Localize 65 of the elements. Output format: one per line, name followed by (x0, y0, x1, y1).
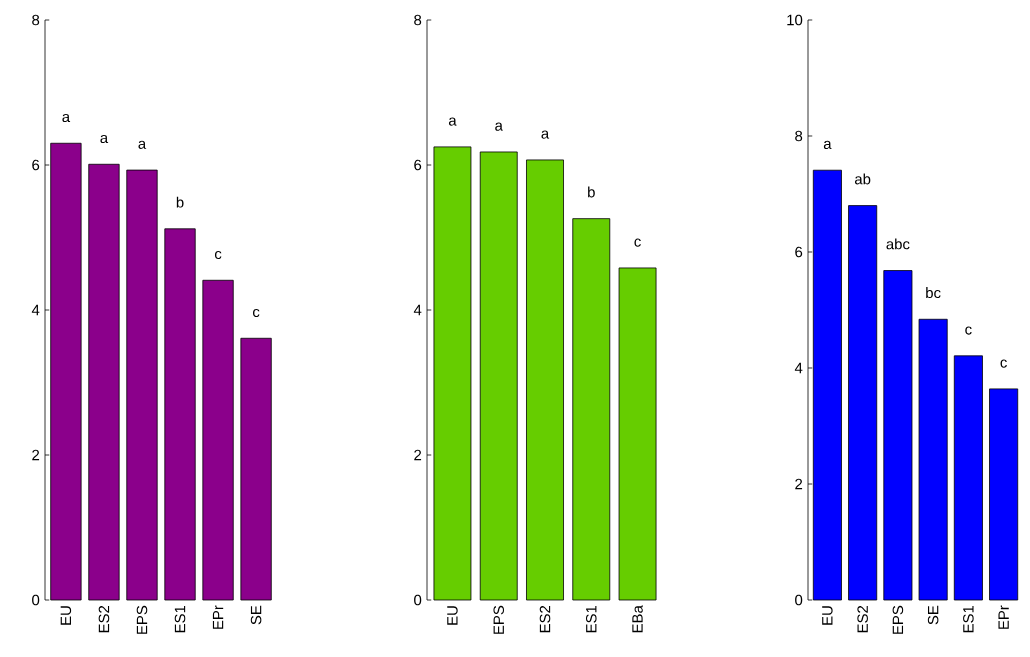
bar (883, 270, 913, 601)
bar (126, 169, 158, 601)
annotation: a (100, 134, 109, 144)
annotation: abc (886, 238, 910, 250)
x-tick-label: EPS (892, 605, 904, 634)
bar (88, 163, 120, 601)
y-tick-label: 2 (32, 449, 40, 461)
annotation: b (588, 186, 595, 198)
x-tick-label: EBa (632, 605, 643, 633)
x-tick-label: SE (250, 605, 262, 625)
annotation: c (1000, 359, 1007, 368)
y-tick-label: 2 (414, 449, 422, 461)
bar (526, 159, 564, 601)
x-tick-label: ES1 (585, 605, 597, 633)
x-tick-label: EU (447, 606, 458, 625)
annotation: ab (854, 173, 871, 185)
x-tick-label: ES2 (98, 605, 110, 633)
bar (433, 146, 472, 601)
y-tick-label: 6 (795, 246, 803, 258)
y-tick-label: 8 (32, 14, 40, 26)
y-tick-label: 4 (413, 304, 422, 316)
annotation: c (965, 326, 972, 335)
y-tick-label: 6 (32, 159, 40, 171)
annotation: a (62, 113, 71, 123)
x-tick-label: ES1 (174, 605, 186, 633)
y-tick-label: 8 (414, 14, 422, 26)
x-tick-label: SE (927, 605, 939, 625)
annotation: a (448, 117, 457, 126)
x-tick-label: EPr (998, 605, 1009, 629)
annotation: a (138, 140, 147, 149)
bar (240, 337, 272, 601)
x-tick-label: EPS (493, 605, 505, 634)
annotation: c (634, 238, 641, 247)
annotation: a (495, 122, 503, 131)
annotation: bc (926, 287, 941, 299)
y-tick-label: 8 (795, 130, 803, 142)
x-tick-label: ES2 (539, 605, 551, 633)
y-tick-label: 10 (787, 14, 803, 26)
y-tick-label: 4 (31, 304, 40, 316)
y-tick-label: 0 (414, 594, 422, 606)
x-tick-label: EU (60, 606, 72, 625)
y-tick-label: 6 (414, 159, 422, 171)
y-tick-label: 0 (32, 594, 40, 606)
x-tick-label: EPS (136, 605, 148, 634)
annotation: c (214, 250, 222, 260)
bar (953, 355, 983, 601)
annotation: c (252, 308, 260, 318)
bar (618, 267, 657, 601)
x-tick-label: ES2 (857, 605, 868, 633)
bar (848, 205, 878, 601)
bar (164, 228, 196, 601)
x-tick-label: ES1 (963, 605, 974, 633)
bar (479, 151, 518, 601)
y-tick-label: 0 (795, 594, 803, 606)
y-tick-label: 2 (795, 478, 803, 490)
annotation: a (823, 140, 832, 150)
y-tick-label: 4 (794, 362, 803, 374)
x-tick-label: EPr (212, 605, 224, 629)
annotation: a (541, 130, 550, 139)
bar (918, 318, 948, 601)
x-tick-label: EU (822, 606, 833, 625)
annotation: b (176, 196, 184, 208)
bar (572, 218, 611, 601)
bar (989, 388, 1019, 601)
bar (202, 279, 234, 601)
